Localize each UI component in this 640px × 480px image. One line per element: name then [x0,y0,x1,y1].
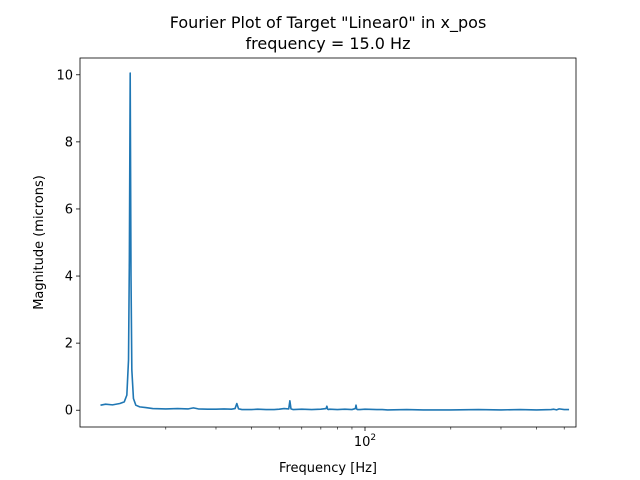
y-tick-label-10: 10 [56,68,73,83]
y-tick-label-8: 8 [65,135,73,150]
series-line-0 [100,72,570,411]
y-tick-label-6: 6 [65,202,73,217]
x-tick-label-100: 102 [354,433,376,450]
y-tick-label-2: 2 [65,337,73,352]
tick-layer: 0 2 4 6 8 10 102 [56,68,565,450]
plot-background [80,58,576,427]
plot-frame [79,57,577,428]
y-tick-label-4: 4 [65,270,73,285]
y-axis-label: Magnitude (microns) [32,175,47,310]
y-tick-label-0: 0 [65,404,73,419]
series-layer [100,72,570,411]
x-axis-label: Frequency [Hz] [279,461,377,476]
plot-area: 0 2 4 6 8 10 102 [56,57,577,450]
chart-title: Fourier Plot of Target "Linear0" in x_po… [170,13,487,33]
chart-subtitle: frequency = 15.0 Hz [246,34,411,53]
